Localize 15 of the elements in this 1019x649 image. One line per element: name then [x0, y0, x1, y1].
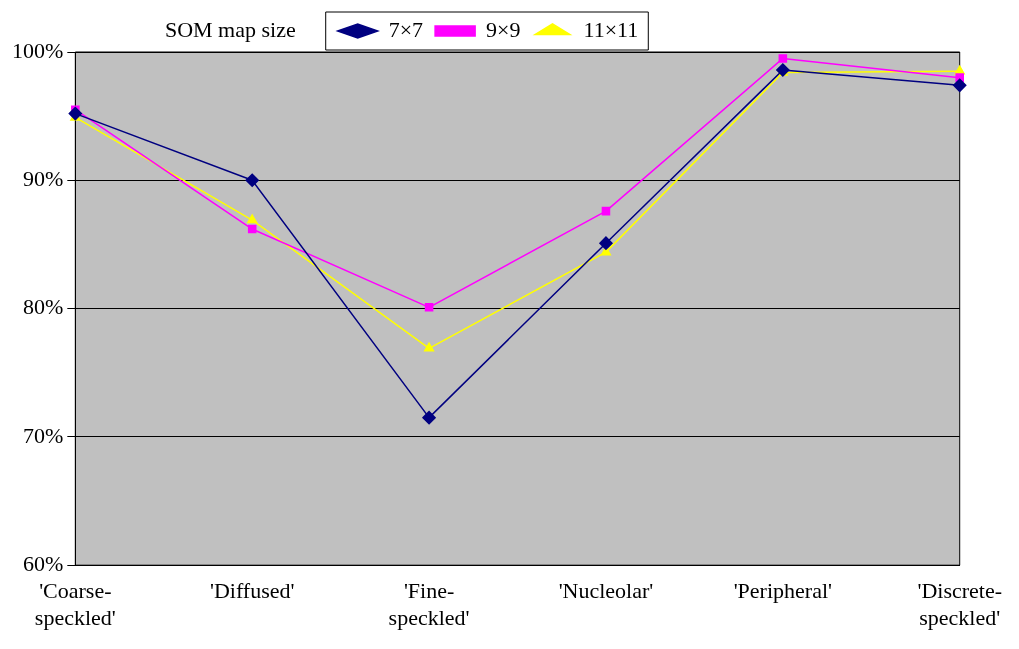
y-tick-label: 100% [12, 37, 64, 63]
legend-label: 9×9 [486, 16, 521, 42]
y-tick-label: 80% [23, 294, 64, 320]
legend-label: 11×11 [583, 16, 639, 42]
y-tick-label: 60% [23, 550, 64, 576]
legend-label: 7×7 [388, 16, 424, 42]
x-tick-label: 'Coarse-speckled' [34, 578, 116, 630]
x-tick-label: 'Discrete-speckled' [917, 578, 1002, 630]
x-tick-label: 'Fine-speckled' [388, 578, 470, 630]
legend-title: SOM map size [164, 16, 296, 42]
y-tick-label: 90% [23, 166, 64, 192]
y-tick-label: 70% [23, 422, 64, 448]
x-tick-label: 'Nucleolar' [558, 578, 654, 604]
x-tick-label: 'Peripheral' [733, 578, 833, 604]
x-tick-label: 'Diffused' [209, 578, 295, 604]
